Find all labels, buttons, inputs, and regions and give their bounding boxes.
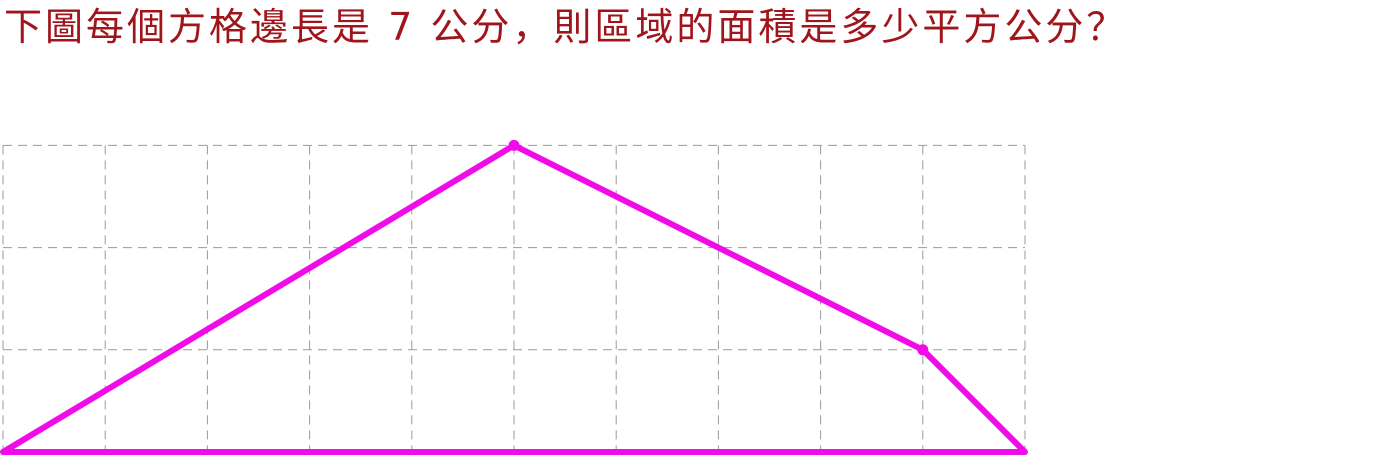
dashed-grid [2, 144, 1026, 453]
question-text: 下圖每個方格邊長是 7 公分，則區域的面積是多少平方公分？ [4, 5, 1128, 49]
vertex-dot [508, 139, 520, 151]
vertex-dot [917, 344, 929, 356]
shaded-region [0, 139, 1028, 455]
